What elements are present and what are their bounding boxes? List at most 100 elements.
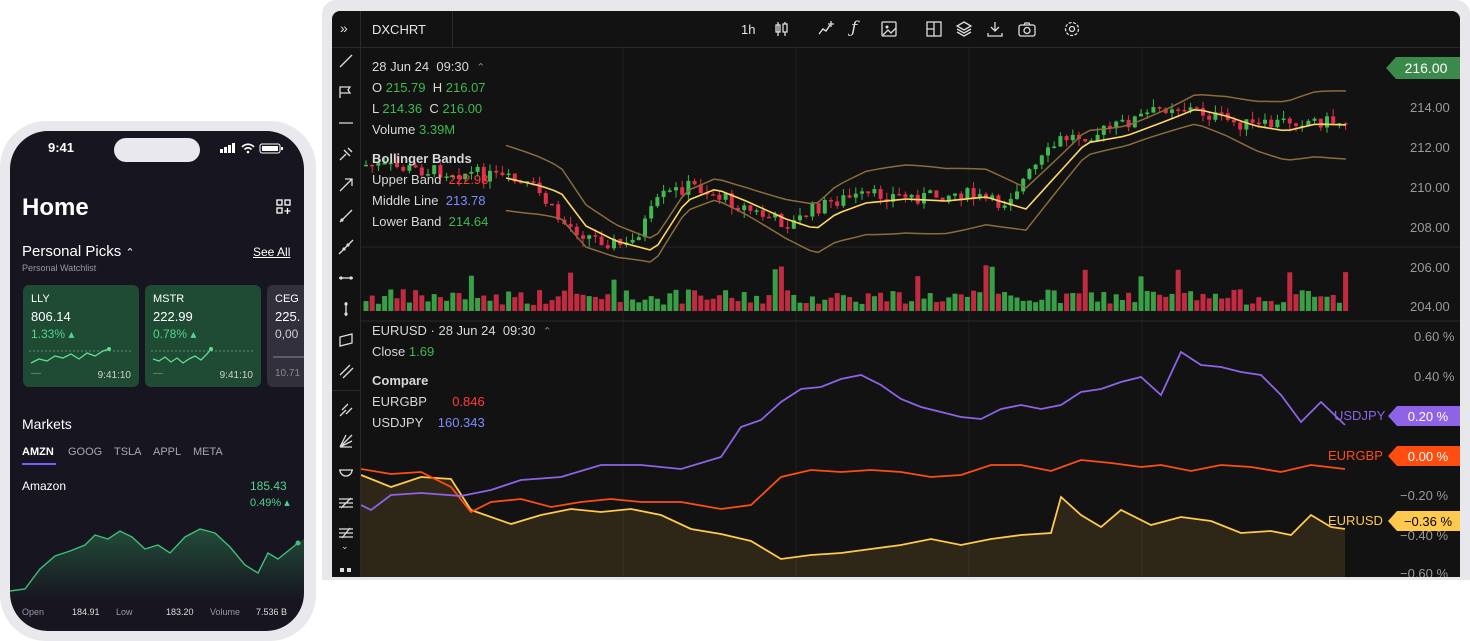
bb-lower: Lower Band 214.64 (372, 214, 489, 229)
percent-tick: −0.20 % (1400, 488, 1449, 503)
watchlist-card-ceg[interactable]: CEG 225. 0,00 10.71 (267, 285, 304, 387)
brush-icon[interactable] (338, 146, 354, 162)
vertical-line-icon[interactable] (338, 301, 354, 317)
card-symbol: LLY (31, 293, 50, 305)
volume-bars (363, 265, 1349, 311)
chevron-updown-icon: ⌃ (125, 247, 135, 259)
eurgbp-label: EURGBP (1328, 448, 1383, 463)
extended-line-icon[interactable] (338, 239, 354, 255)
svg-text:216.00: 216.00 (1405, 60, 1448, 76)
price-legend: 28 Jun 24 09:30 ⌃ O 215.79 H 216.07 L 21… (372, 59, 488, 229)
settings-icon[interactable] (1063, 20, 1081, 38)
expand-sidebar-icon[interactable]: » (340, 20, 348, 36)
compare-legend: EURUSD · 28 Jun 24 09:30 ⌃ Close 1.69 Co… (372, 323, 552, 430)
percent-tick: −0.60 % (1400, 566, 1449, 577)
watchlist-title[interactable]: Personal Picks ⌃ (22, 243, 135, 260)
trend-line-icon[interactable] (338, 53, 354, 69)
compare-lines (361, 350, 1346, 577)
parallel-channel-icon[interactable] (338, 363, 354, 379)
indicators-icon[interactable] (817, 20, 835, 38)
timeframe-selector[interactable]: 1h (741, 22, 756, 37)
stock-change: 0.49% ▴ (250, 497, 290, 509)
arc-icon[interactable] (338, 464, 354, 480)
rectangle-icon[interactable] (338, 332, 354, 348)
price-tick: 210.00 (1410, 180, 1450, 195)
chart-type-icon[interactable] (773, 20, 791, 38)
flag-icon[interactable] (338, 84, 354, 100)
usdjpy-badge: 0.20 % (1388, 406, 1460, 426)
function-icon[interactable]: ƒ (851, 18, 858, 38)
chart-canvas[interactable] (361, 47, 1460, 577)
see-all-link[interactable]: See All (253, 245, 291, 259)
status-icons (220, 143, 283, 154)
symbol-selector[interactable]: DXCHRT (372, 22, 426, 37)
legend-date[interactable]: 28 Jun 24 09:30 ⌃ (372, 59, 486, 74)
phone-screen: 9:41 Home Personal Picks ⌃ Personal Watc… (10, 131, 304, 631)
drawing-toolbar: ⌄ (332, 47, 361, 577)
horizontal-line-icon[interactable] (338, 115, 354, 131)
watchlist-subtitle: Personal Watchlist (22, 263, 97, 273)
price-tick: 204.00 (1410, 299, 1450, 314)
eurusd-label: EURUSD (1328, 513, 1383, 528)
low-value: 183.20 (166, 607, 194, 617)
fib-retracement-icon[interactable] (338, 495, 354, 511)
card-change: 0,00 (275, 327, 299, 341)
bb-upper: Upper Band 222.93 (372, 172, 489, 187)
ray-icon[interactable] (338, 208, 354, 224)
add-widget-icon[interactable] (276, 199, 292, 215)
svg-text:0.20 %: 0.20 % (1408, 409, 1449, 424)
low-label: Low (116, 607, 133, 617)
eurusd-badge: −0.36 % (1388, 511, 1460, 531)
sparkline (151, 347, 255, 364)
open-value: 184.91 (72, 607, 100, 617)
legend-ohlc-1: O 215.79 H 216.07 (372, 80, 486, 95)
open-label: Open (22, 607, 45, 617)
compare-item-usdjpy: USDJPY 160.343 (372, 415, 485, 430)
card-change: 1.33% ▴ (31, 327, 75, 341)
fib-extension-icon[interactable] (338, 526, 354, 542)
svg-text:0.00 %: 0.00 % (1408, 449, 1449, 464)
markets-title: Markets (22, 416, 72, 432)
chevron-down-icon[interactable]: ⌄ (341, 541, 349, 551)
status-time: 9:41 (48, 140, 75, 155)
sparkline (273, 356, 304, 358)
arrow-icon[interactable] (338, 177, 354, 193)
collapse-icon: ⌃ (542, 326, 552, 338)
gann-fan-icon[interactable] (338, 433, 354, 449)
sparkline (29, 347, 133, 364)
card-price: 225. (275, 309, 301, 324)
tab-goog[interactable]: GOOG (68, 446, 103, 458)
compare-header[interactable]: EURUSD · 28 Jun 24 09:30 ⌃ (372, 323, 552, 338)
compare-title[interactable]: Compare (372, 373, 429, 388)
more-tools-icon[interactable] (338, 566, 354, 577)
stock-chart[interactable] (10, 501, 304, 601)
stock-price: 185.43 (250, 479, 287, 493)
card-time: 10.71 (275, 368, 301, 379)
layout-icon[interactable] (925, 20, 943, 38)
card-price: 222.99 (153, 309, 193, 324)
download-icon[interactable] (986, 20, 1004, 38)
usdjpy-label: USDJPY (1334, 408, 1386, 423)
bb-middle: Middle Line 213.78 (372, 193, 486, 208)
price-tick: 208.00 (1410, 220, 1450, 235)
watchlist-card-mstr[interactable]: MSTR 222.99 0.78% ▴ — 9:41:10 (145, 285, 261, 387)
bb-title[interactable]: Bollinger Bands (372, 151, 472, 166)
percent-tick: 0.40 % (1414, 369, 1455, 384)
bollinger-bands (505, 90, 1347, 263)
tab-meta[interactable]: META (193, 446, 223, 458)
stock-name: Amazon (22, 479, 67, 493)
image-icon[interactable] (880, 20, 898, 38)
volume-label: Volume (210, 607, 241, 617)
tab-amzn[interactable]: AMZN (22, 446, 54, 458)
tab-tsla[interactable]: TSLA (114, 446, 142, 458)
card-time: 9:41:10 (97, 370, 131, 381)
pitchfork-icon[interactable] (338, 402, 354, 418)
layers-icon[interactable] (955, 20, 973, 38)
chart-panel: » DXCHRT 1h ƒ ⌄ (332, 11, 1460, 577)
watchlist-card-lly[interactable]: LLY 806.14 1.33% ▴ — 9:41:10 (23, 285, 139, 387)
compare-close: Close 1.69 (372, 344, 435, 359)
camera-icon[interactable] (1018, 20, 1036, 38)
page-title: Home (22, 194, 89, 221)
tab-appl[interactable]: APPL (153, 446, 182, 458)
horizontal-ray-icon[interactable] (338, 270, 354, 286)
